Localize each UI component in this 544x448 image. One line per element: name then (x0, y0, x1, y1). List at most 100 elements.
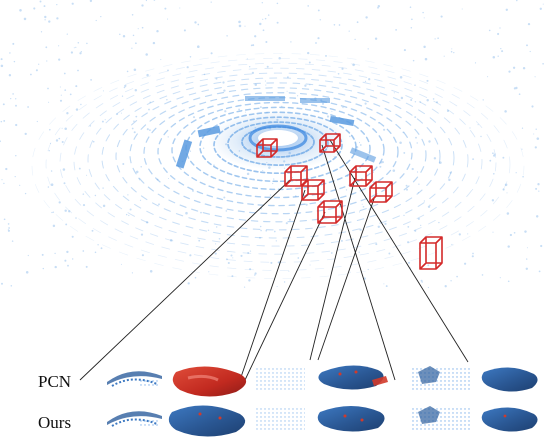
scan-ring (87, 72, 469, 247)
lidar-point (288, 218, 291, 221)
lidar-point (374, 37, 378, 40)
lidar-point (285, 222, 288, 225)
lidar-point (361, 203, 363, 205)
lidar-point (202, 147, 205, 149)
lidar-point (123, 86, 126, 89)
lidar-point (276, 21, 279, 24)
lidar-point (338, 24, 341, 26)
lidar-point (0, 120, 3, 123)
scan-ring (143, 92, 413, 215)
lidar-point (58, 201, 61, 204)
lidar-point (254, 272, 257, 275)
lidar-point (375, 243, 378, 246)
lidar-point (12, 93, 14, 95)
lidar-point (58, 45, 60, 47)
lidar-point (337, 72, 340, 75)
lidar-point (411, 167, 414, 171)
lidar-point (497, 32, 500, 36)
lidar-point (449, 171, 452, 174)
lidar-point (131, 127, 134, 130)
scan-ring (31, 53, 525, 279)
lidar-point (290, 41, 292, 43)
lidar-point (377, 225, 380, 228)
lidar-point (59, 86, 61, 88)
lidar-point (167, 18, 169, 20)
lidar-point (148, 108, 150, 111)
lidar-point (61, 140, 64, 144)
lidar-point (197, 23, 200, 26)
lidar-point (52, 211, 55, 213)
lidar-point (278, 57, 281, 60)
lidar-point (192, 116, 196, 119)
lidar-point (497, 55, 499, 57)
lidar-point (222, 81, 225, 84)
lidar-point (424, 57, 428, 61)
lidar-point (377, 4, 381, 8)
lidar-point (92, 140, 95, 143)
lidar-point (78, 167, 81, 170)
lidar-point (77, 41, 80, 44)
lidar-point (492, 152, 494, 155)
lidar-point (372, 181, 375, 184)
lidar-point (273, 178, 275, 180)
lidar-point (102, 204, 106, 208)
lidar-point (30, 73, 32, 76)
lidar-point (75, 217, 77, 219)
lidar-point (440, 15, 443, 18)
lidar-point (326, 115, 330, 118)
lidar-point (156, 178, 159, 181)
lidar-point (456, 275, 458, 278)
lidar-point (513, 87, 517, 90)
lidar-point (492, 55, 496, 59)
lidar-point (73, 47, 75, 49)
lidar-point (522, 66, 526, 70)
lidar-point (538, 190, 540, 192)
lidar-point (349, 135, 351, 138)
lidar-point (68, 210, 71, 213)
lidar-point (383, 128, 386, 131)
lidar-point (51, 211, 53, 214)
lidar-point (307, 5, 310, 7)
lidar-point (536, 137, 540, 140)
lidar-point (100, 247, 103, 250)
lidar-point (410, 98, 413, 102)
lidar-point (259, 22, 262, 26)
lidar-point (521, 148, 523, 150)
lidar-point (244, 25, 246, 27)
lidar-point (453, 51, 455, 54)
row-label-pcn: PCN (38, 372, 72, 391)
lidar-point (13, 60, 16, 63)
lidar-point (102, 90, 104, 92)
lidar-point (349, 271, 351, 273)
lidar-point (79, 52, 82, 55)
lidar-point (0, 64, 4, 68)
lidar-point (502, 156, 505, 159)
lidar-point (472, 189, 474, 191)
lidar-point (492, 172, 495, 175)
lidar-point (348, 30, 350, 32)
lidar-point (427, 286, 429, 289)
lidar-point (248, 279, 251, 282)
lidar-point (254, 35, 257, 38)
lidar-point (48, 20, 51, 23)
lidar-point (538, 270, 541, 273)
lidar-point (521, 127, 524, 129)
lidar-point (283, 281, 286, 283)
pcn-row (107, 365, 538, 397)
lidar-point (341, 67, 344, 70)
lidar-point (133, 120, 135, 123)
lidar-point (47, 186, 50, 188)
lidar-point (124, 84, 127, 88)
scan-ring (199, 111, 357, 183)
lidar-point (224, 110, 227, 113)
lidar-point (384, 222, 387, 225)
lidar-point (8, 227, 10, 229)
lidar-point (259, 225, 262, 228)
lidar-point (121, 95, 124, 97)
lidar-point (427, 205, 431, 208)
lidar-point (502, 188, 505, 191)
lidar-point (535, 187, 538, 190)
bounding-box (319, 133, 341, 153)
lidar-point (249, 268, 252, 271)
lidar-point (304, 84, 307, 87)
